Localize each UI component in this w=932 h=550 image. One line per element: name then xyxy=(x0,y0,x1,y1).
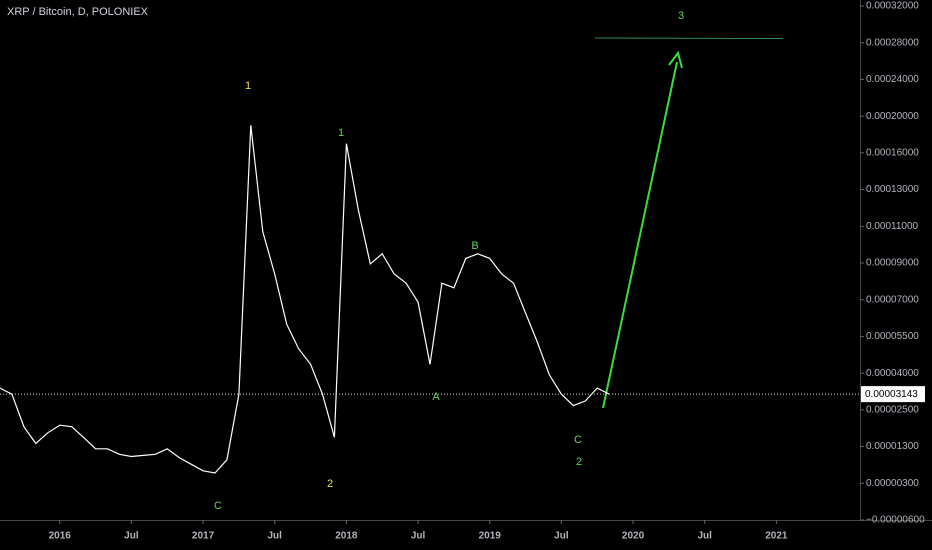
wave-label: B xyxy=(471,240,478,252)
y-tick-label: 0.00005500 xyxy=(866,331,919,342)
x-tick-label: 2017 xyxy=(192,531,215,542)
wave-label: 2 xyxy=(576,456,582,468)
wave-label: 2 xyxy=(327,478,333,490)
y-tick-label: 0.00032000 xyxy=(866,1,919,12)
x-tick-label: 2021 xyxy=(765,531,788,542)
target-line xyxy=(594,37,784,39)
y-tick-label: 0.00001300 xyxy=(866,441,919,452)
y-tick-label: 0.00007000 xyxy=(866,294,919,305)
x-tick-label: Jul xyxy=(554,531,569,542)
y-tick-label: 0.00002500 xyxy=(866,404,919,415)
wave-label: 3 xyxy=(678,10,684,22)
wave-label: C xyxy=(574,434,582,446)
y-tick-label: −0.00000600 xyxy=(866,515,925,526)
x-tick-label: Jul xyxy=(411,531,426,542)
projection-arrow xyxy=(602,61,678,409)
y-tick-label: 0.00016000 xyxy=(866,147,919,158)
x-tick-label: 2016 xyxy=(49,531,72,542)
y-tick-label: 0.00020000 xyxy=(866,111,919,122)
y-tick-label: 0.00024000 xyxy=(866,74,919,85)
x-tick-label: 2019 xyxy=(479,531,502,542)
wave-label: 1 xyxy=(245,80,251,92)
x-tick-label: Jul xyxy=(267,531,282,542)
y-tick-label: 0.00013000 xyxy=(866,184,919,195)
y-tick-label: 0.00028000 xyxy=(866,37,919,48)
chart-title: XRP / Bitcoin, D, POLONIEX xyxy=(7,6,149,18)
y-tick-label: 0.00004000 xyxy=(866,368,919,379)
y-tick-label: 0.00009000 xyxy=(866,258,919,269)
arrow-head xyxy=(668,50,683,69)
y-tick-label: 0.00000300 xyxy=(866,478,919,489)
wave-label: A xyxy=(432,391,440,403)
x-tick-label: 2020 xyxy=(622,531,645,542)
last-price-box xyxy=(861,386,925,403)
x-tick-label: Jul xyxy=(124,531,139,542)
x-tick-label: 2018 xyxy=(335,531,358,542)
wave-label: 1 xyxy=(338,127,344,139)
y-tick-label: 0.00011000 xyxy=(866,221,919,232)
wave-label: C xyxy=(214,500,222,512)
price-line xyxy=(0,125,610,474)
x-tick-label: Jul xyxy=(697,531,712,542)
last-price-label: 0.00003143 xyxy=(865,389,918,400)
